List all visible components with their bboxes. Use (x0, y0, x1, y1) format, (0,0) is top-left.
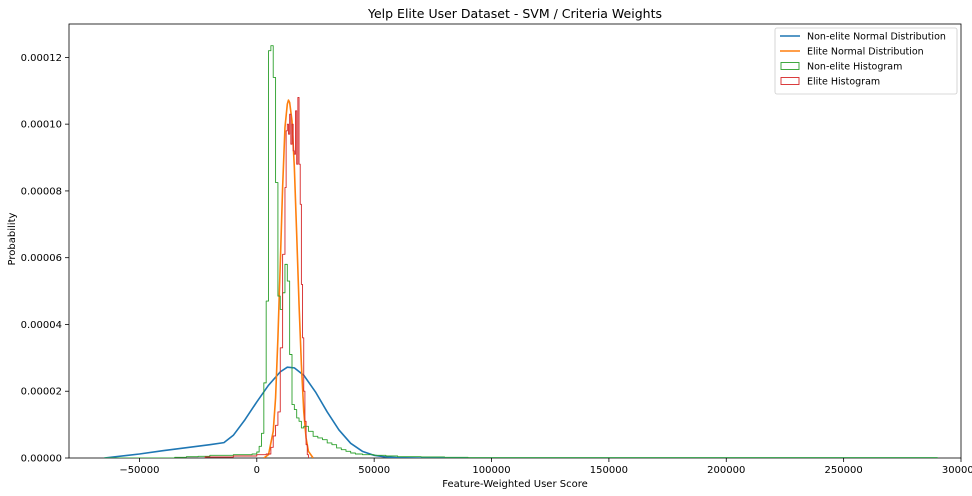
legend-swatch (780, 77, 800, 85)
y-tick-label: 0.00008 (21, 186, 62, 197)
legend-label: Non-elite Histogram (807, 62, 902, 73)
chart-title: Yelp Elite User Dataset - SVM / Criteria… (367, 6, 662, 21)
series-elite-normal-distribution (263, 99, 314, 458)
y-tick-label: 0.00004 (21, 320, 62, 331)
series-elite-histogram (204, 97, 309, 458)
legend: Non-elite Normal Distribution Elite Norma… (774, 27, 958, 95)
y-tick-label: 0.00006 (21, 253, 62, 264)
y-tick-label: 0.00012 (21, 53, 62, 64)
legend-box (774, 27, 958, 95)
series-non-elite-normal-distribution (104, 366, 938, 458)
series-non-elite-histogram (104, 45, 938, 458)
y-axis-label: Probability (7, 212, 18, 265)
x-tick-label: 100000 (472, 465, 510, 476)
x-tick-label: 200000 (707, 465, 745, 476)
legend-label: Non-elite Normal Distribution (807, 32, 946, 43)
y-tick-label: 0.00000 (21, 454, 62, 465)
x-tick-label: 250000 (825, 465, 863, 476)
y-tick-label: 0.00002 (21, 387, 62, 398)
y-axis-ticks: 0.00000 0.00002 0.00004 0.00006 0.00008 0.000… (21, 53, 69, 465)
x-axis-ticks: −50000 0 50000 100000 150000 200000 250000 3000… (119, 458, 972, 476)
legend-label: Elite Histogram (807, 77, 880, 88)
series-layer (104, 45, 938, 458)
legend-label: Elite Normal Distribution (807, 47, 924, 58)
legend-swatch (780, 62, 800, 70)
x-tick-label: −50000 (119, 465, 159, 476)
x-tick-label: 150000 (590, 465, 628, 476)
y-tick-label: 0.00010 (21, 120, 62, 131)
x-axis-label: Feature-Weighted User Score (442, 479, 588, 490)
x-tick-label: 50000 (358, 465, 390, 476)
x-tick-label: 0 (254, 465, 260, 476)
